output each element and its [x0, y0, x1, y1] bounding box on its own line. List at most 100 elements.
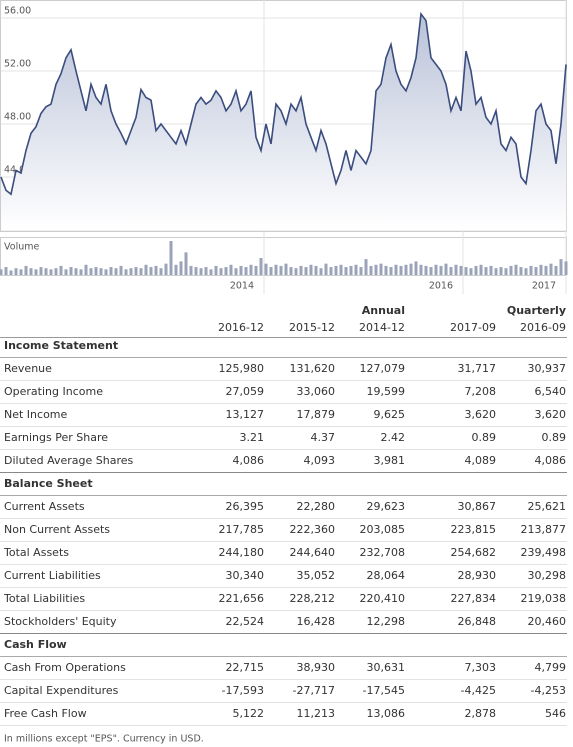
cell: 228,212 — [290, 592, 336, 605]
cell: 7,208 — [465, 385, 497, 398]
volume-bar — [254, 265, 258, 275]
cell: 3,620 — [535, 408, 567, 421]
cell: 222,360 — [290, 523, 336, 536]
y-tick-label: 48.00 — [4, 112, 31, 123]
volume-bar — [209, 269, 213, 275]
y-tick-label: 56.00 — [4, 6, 31, 17]
volume-bar — [104, 269, 108, 275]
volume-bar — [199, 268, 203, 275]
area-fill — [1, 14, 566, 230]
volume-bar — [524, 268, 528, 275]
volume-bar — [179, 261, 183, 275]
volume-bar — [519, 267, 523, 275]
cell: 5,122 — [233, 707, 265, 720]
cell: 20,460 — [528, 615, 567, 628]
cell: -17,545 — [363, 684, 405, 697]
volume-bar — [409, 263, 413, 275]
volume-bar — [9, 270, 13, 275]
volume-bar — [269, 267, 273, 275]
cell: 35,052 — [297, 569, 336, 582]
cell: 22,524 — [226, 615, 265, 628]
cell: -17,593 — [222, 684, 264, 697]
volume-bar — [159, 268, 163, 275]
volume-bar — [379, 263, 383, 275]
cell: 254,682 — [451, 546, 497, 559]
cell: 28,930 — [458, 569, 497, 582]
x-tick-label: 2016 — [429, 281, 453, 292]
cell: 0.89 — [542, 431, 567, 444]
cell: 26,395 — [226, 500, 265, 513]
volume-bar — [219, 268, 223, 275]
section-title: Balance Sheet — [4, 477, 93, 490]
volume-bar — [89, 268, 93, 275]
volume-bar — [499, 267, 503, 275]
volume-bar — [544, 265, 548, 275]
volume-bar — [184, 252, 188, 275]
volume-bar — [79, 269, 83, 275]
volume-bar — [99, 268, 103, 275]
volume-bar — [169, 241, 173, 275]
cell: 29,623 — [367, 500, 406, 513]
volume-label: Volume — [4, 242, 39, 253]
cell: 546 — [545, 707, 566, 720]
volume-bar — [559, 259, 563, 275]
volume-bar — [359, 267, 363, 275]
volume-bar — [0, 269, 3, 275]
cell: -4,425 — [461, 684, 496, 697]
cell: 30,340 — [226, 569, 265, 582]
volume-bar — [239, 265, 243, 275]
cell: 221,656 — [219, 592, 265, 605]
volume-bar — [474, 265, 478, 275]
volume-bar — [24, 265, 28, 275]
volume-bar — [234, 268, 238, 275]
cell: 12,298 — [367, 615, 406, 628]
cell: 4,089 — [465, 454, 497, 467]
cell: 25,621 — [528, 500, 567, 513]
volume-bar — [484, 267, 488, 275]
cell: 19,599 — [367, 385, 406, 398]
cell: 26,848 — [458, 615, 497, 628]
volume-bar — [459, 265, 463, 275]
volume-bar — [229, 264, 233, 275]
volume-bar — [299, 265, 303, 275]
volume-bar — [339, 264, 343, 275]
volume-bar — [154, 265, 158, 275]
volume-bar — [389, 267, 393, 275]
volume-bar — [119, 265, 123, 275]
volume-bar — [504, 268, 508, 275]
section-title: Income Statement — [4, 339, 118, 352]
cell: 30,867 — [458, 500, 497, 513]
cell: 127,079 — [360, 362, 406, 375]
cell: 31,717 — [458, 362, 497, 375]
cell: -4,253 — [531, 684, 566, 697]
volume-bar — [549, 263, 553, 275]
cell: 2.42 — [381, 431, 406, 444]
volume-bar — [529, 265, 533, 275]
volume-bar — [309, 264, 313, 275]
volume-bar — [564, 261, 568, 275]
volume-bar — [444, 263, 448, 275]
cell: 217,785 — [219, 523, 265, 536]
row-label: Revenue — [4, 362, 52, 375]
volume-bar — [509, 265, 513, 275]
volume-bar — [464, 267, 468, 275]
volume-bar — [454, 264, 458, 275]
volume-bar — [364, 259, 368, 275]
volume-bar — [194, 267, 198, 275]
volume-bar — [384, 265, 388, 275]
row-label: Current Assets — [4, 500, 85, 513]
volume-bar — [264, 263, 268, 275]
x-tick-label: 2017 — [532, 281, 556, 292]
volume-bar — [369, 265, 373, 275]
volume-bar — [434, 264, 438, 275]
cell: 11,213 — [297, 707, 336, 720]
volume-bar — [224, 267, 228, 275]
volume-bar — [69, 267, 73, 275]
volume-bar — [289, 267, 293, 275]
volume-bar — [439, 265, 443, 275]
price-line — [0, 11, 567, 196]
cell: 203,085 — [360, 523, 406, 536]
volume-bar — [149, 267, 153, 275]
cell: 4,093 — [304, 454, 336, 467]
